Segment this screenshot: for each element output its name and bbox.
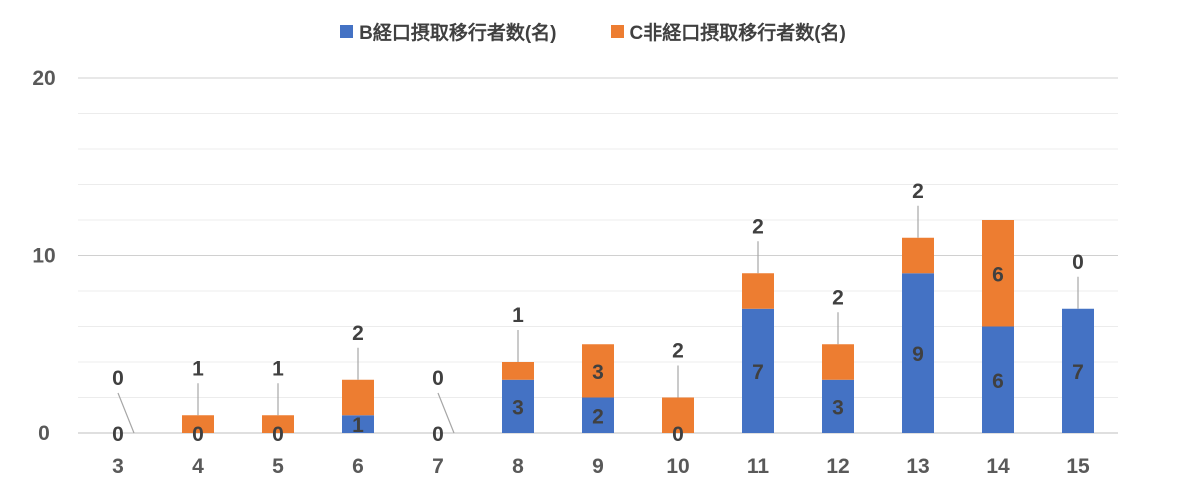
x-tick-label: 15 (1066, 455, 1090, 478)
data-label-b: 3 (512, 396, 524, 419)
data-label-b: 7 (1072, 361, 1084, 384)
x-tick-label: 13 (906, 455, 929, 478)
data-label-b: 1 (352, 414, 364, 437)
y-tick-label: 10 (32, 245, 55, 268)
data-label-c: 1 (512, 304, 524, 327)
legend-label-c: C非経口摂取移行者数(名) (629, 23, 846, 44)
bar-c (982, 220, 1014, 327)
data-label-leader (437, 392, 455, 434)
data-label-c: 2 (752, 215, 764, 238)
data-label-c: 2 (832, 286, 844, 309)
x-tick-label: 14 (986, 455, 1010, 478)
data-label-c: 0 (432, 367, 444, 390)
x-tick-label: 7 (432, 455, 444, 478)
legend-swatch-b (340, 25, 354, 38)
data-label-leader (117, 392, 135, 434)
bar-c (902, 237, 934, 274)
bar-c (662, 397, 694, 433)
x-tick-label: 11 (747, 455, 770, 478)
bar-b (582, 397, 614, 433)
data-label-b: 0 (272, 423, 284, 446)
y-tick-label: 20 (32, 67, 55, 90)
bar-b (1062, 308, 1094, 433)
data-label-c: 2 (912, 180, 924, 203)
data-label-c: 0 (1072, 251, 1084, 274)
bar-c (582, 344, 614, 398)
legend-item-b: B経口摂取移行者数(名) (340, 18, 557, 45)
x-tick-label: 6 (352, 455, 364, 478)
y-tick-label: 0 (38, 422, 50, 445)
legend-item-c: C非経口摂取移行者数(名) (610, 18, 846, 45)
x-tick-label: 4 (192, 455, 204, 478)
x-tick-label: 5 (272, 455, 284, 478)
data-label-b: 0 (112, 423, 124, 446)
data-label-b: 3 (832, 396, 844, 419)
data-label-c: 1 (272, 357, 284, 380)
data-label-b: 0 (432, 423, 444, 446)
x-tick-label: 12 (826, 455, 849, 478)
x-tick-label: 10 (666, 455, 689, 478)
bar-b (982, 326, 1014, 433)
x-tick-label: 9 (592, 455, 604, 478)
bar-c (822, 344, 854, 380)
bar-b (502, 379, 534, 433)
x-tick-label: 3 (112, 455, 124, 478)
bar-c (742, 273, 774, 309)
data-label-b: 7 (752, 361, 764, 384)
legend-label-b: B経口摂取移行者数(名) (359, 23, 557, 44)
data-label-b: 9 (912, 343, 924, 366)
bar-b (742, 308, 774, 433)
data-label-b: 0 (192, 423, 204, 446)
bar-b (342, 415, 374, 433)
data-label-c: 0 (112, 367, 124, 390)
data-label-c: 2 (352, 322, 364, 345)
x-tick-label: 8 (512, 455, 524, 478)
data-label-b: 2 (592, 405, 604, 428)
bar-c (502, 362, 534, 380)
data-label-c: 6 (992, 263, 1004, 286)
legend-swatch-c (610, 25, 624, 38)
data-label-c: 1 (192, 357, 204, 380)
bar-b (902, 273, 934, 433)
chart-legend: B経口摂取移行者数(名) C非経口摂取移行者数(名) (0, 18, 1186, 45)
data-label-b: 0 (672, 423, 684, 446)
bar-b (822, 379, 854, 433)
bar-c (182, 415, 214, 433)
data-label-b: 6 (992, 370, 1004, 393)
bar-c (342, 379, 374, 416)
data-label-c: 2 (672, 340, 684, 363)
bar-c (262, 415, 294, 433)
data-label-c: 3 (592, 361, 604, 384)
